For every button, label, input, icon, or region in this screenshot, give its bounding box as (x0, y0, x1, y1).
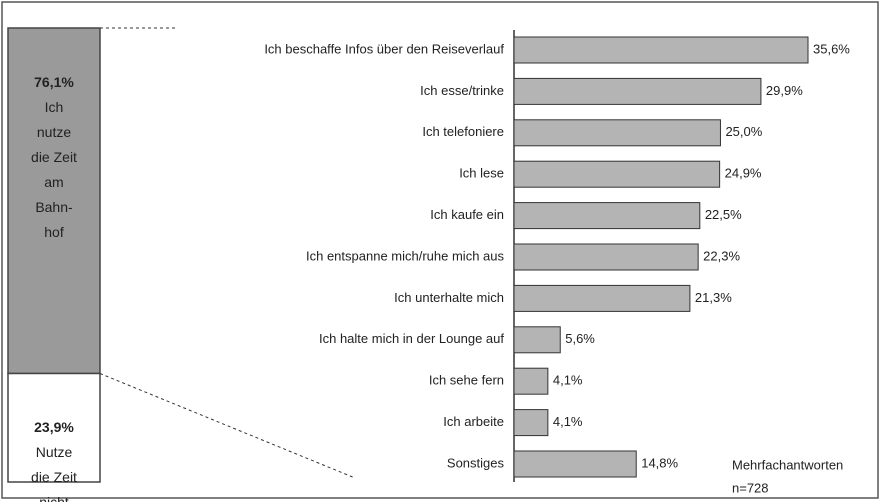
bar (513, 36, 809, 64)
category-label: Ich entspanne mich/ruhe mich aus (306, 248, 504, 263)
bar (513, 119, 721, 147)
bar (513, 450, 637, 478)
segment-label: 23,9% Nutze die Zeit nicht (8, 415, 100, 502)
category-label: Ich lese (459, 166, 504, 181)
annotation: n=728 (732, 480, 769, 495)
annotation: Mehrfachantworten (732, 457, 843, 472)
column-segment (7, 27, 101, 375)
category-label: Sonstiges (447, 455, 505, 470)
category-label: Ich esse/trinke (420, 83, 504, 98)
value-label: 25,0% (725, 124, 762, 139)
category-label: Ich sehe fern (429, 373, 504, 388)
segment-value-label: 76,1% (34, 74, 74, 90)
legend-label: Nutze die Zeit nicht (31, 444, 77, 502)
legend-label: Ich nutze die Zeit am Bahn-hof (31, 99, 77, 240)
category-label: Ich kaufe ein (430, 207, 504, 222)
segment-label: 76,1% Ich nutze die Zeit am Bahn-hof (8, 70, 100, 245)
category-label: Ich beschaffe Infos über den Reiseverlau… (264, 41, 504, 56)
value-label: 24,9% (725, 166, 762, 181)
value-label: 35,6% (813, 41, 850, 56)
category-label: Ich telefoniere (422, 124, 504, 139)
bar (513, 326, 561, 354)
column-segment (7, 372, 101, 483)
category-label: Ich halte mich in der Lounge auf (319, 331, 504, 346)
bar (513, 409, 549, 437)
category-label: Ich arbeite (443, 414, 504, 429)
value-label: 21,3% (695, 290, 732, 305)
value-label: 4,1% (553, 414, 583, 429)
value-label: 5,6% (565, 331, 595, 346)
value-label: 29,9% (766, 83, 803, 98)
value-label: 14,8% (641, 455, 678, 470)
segment-value-label: 23,9% (34, 419, 74, 436)
bar (513, 77, 762, 105)
bar (513, 160, 721, 188)
value-label: 4,1% (553, 373, 583, 388)
bar (513, 243, 699, 271)
connector (99, 373, 356, 479)
bar (513, 367, 549, 395)
value-label: 22,3% (703, 248, 740, 263)
bar (513, 202, 701, 230)
bar (513, 284, 691, 312)
value-label: 22,5% (705, 207, 742, 222)
category-label: Ich unterhalte mich (394, 290, 504, 305)
